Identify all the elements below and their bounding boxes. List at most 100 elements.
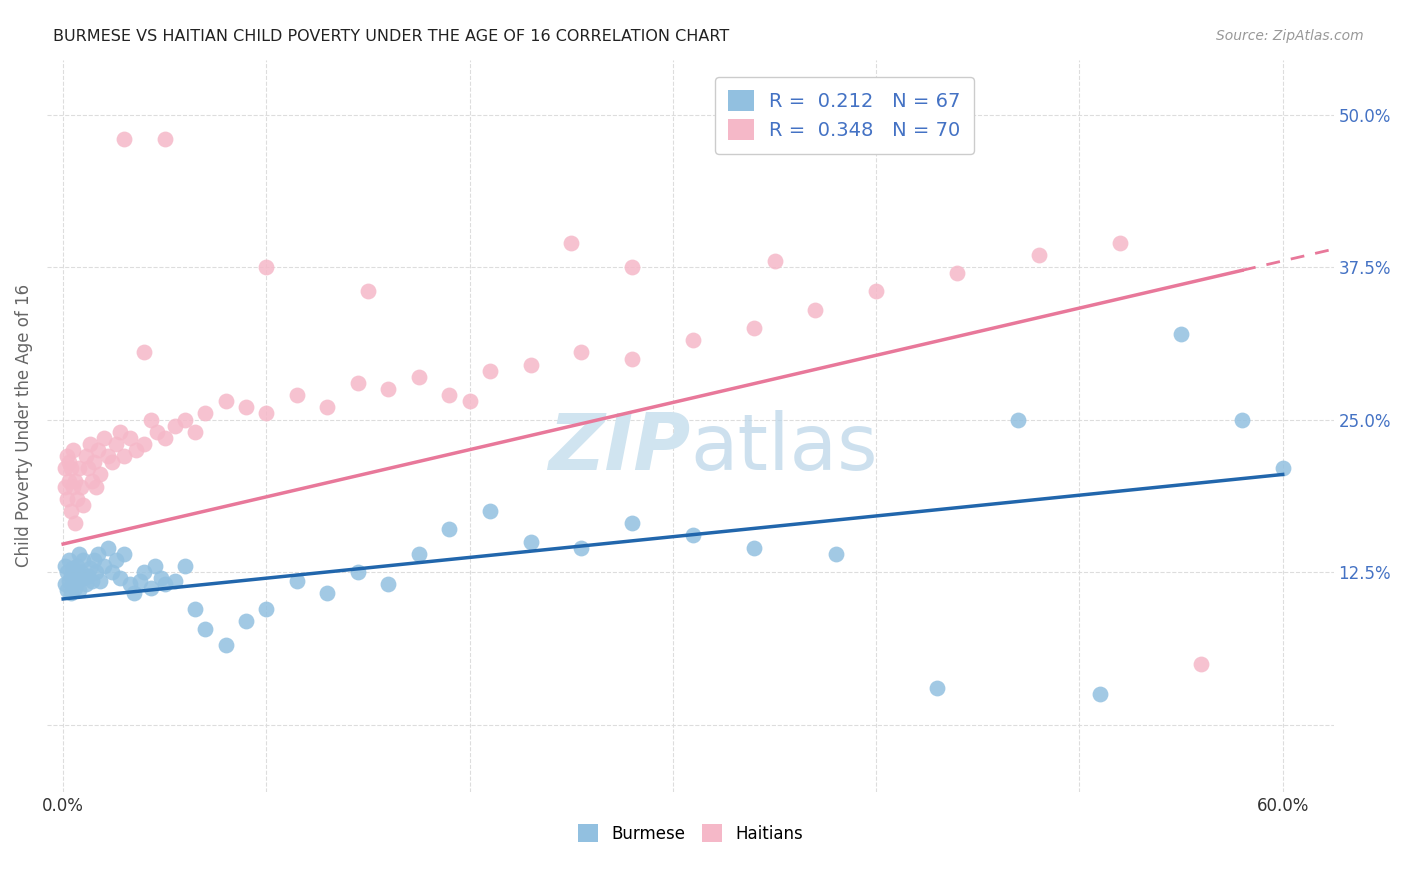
Point (62, 443, 84, 458)
Text: BURMESE VS HAITIAN CHILD POVERTY UNDER THE AGE OF 16 CORRELATION CHART: BURMESE VS HAITIAN CHILD POVERTY UNDER T… (53, 29, 730, 44)
Text: atlas: atlas (690, 409, 877, 485)
Point (58, 455, 80, 469)
Point (120, 577, 142, 591)
Point (143, 558, 166, 573)
Point (65, 581, 87, 595)
Point (84, 480, 107, 494)
Point (134, 345, 156, 359)
Point (479, 504, 502, 518)
Point (76, 568, 98, 582)
Point (285, 574, 308, 588)
Point (101, 455, 124, 469)
Point (120, 431, 142, 445)
Point (408, 369, 430, 384)
Point (1230, 412, 1253, 426)
Point (742, 541, 765, 555)
Point (76, 461, 98, 475)
Point (139, 412, 162, 426)
Point (105, 437, 128, 451)
Point (97, 541, 120, 555)
Text: Source: ZipAtlas.com: Source: ZipAtlas.com (1216, 29, 1364, 43)
Point (163, 574, 186, 588)
Point (254, 260, 277, 274)
Point (316, 401, 339, 415)
Point (357, 285, 380, 299)
Point (72, 571, 94, 585)
Point (621, 516, 644, 531)
Point (149, 571, 172, 585)
Point (682, 333, 704, 347)
Point (215, 394, 238, 409)
Point (174, 558, 197, 573)
Point (62, 577, 84, 591)
Point (66, 558, 89, 573)
Point (93, 558, 115, 573)
Point (67, 583, 90, 598)
Point (316, 586, 339, 600)
Point (408, 547, 430, 561)
Point (53, 577, 76, 591)
Point (75, 449, 97, 463)
Point (621, 260, 644, 274)
Point (89, 467, 111, 482)
Point (865, 285, 887, 299)
Point (112, 449, 135, 463)
Point (124, 586, 146, 600)
Point (66, 574, 89, 588)
Point (174, 412, 197, 426)
Point (682, 528, 704, 542)
Point (80, 574, 103, 588)
Point (75, 577, 97, 591)
Point (53, 480, 76, 494)
Point (519, 358, 541, 372)
Point (101, 565, 124, 579)
Point (519, 534, 541, 549)
Point (1189, 657, 1212, 671)
Point (946, 266, 969, 280)
Point (254, 601, 277, 615)
Point (153, 431, 176, 445)
Point (571, 345, 593, 359)
Point (83, 455, 105, 469)
Point (86, 443, 108, 458)
Point (70, 565, 93, 579)
Point (927, 681, 949, 695)
Point (194, 623, 217, 637)
Point (235, 614, 257, 628)
Point (97, 449, 120, 463)
Point (56, 491, 79, 506)
Point (62, 561, 84, 575)
Point (72, 553, 94, 567)
Point (80, 474, 103, 488)
Point (145, 425, 167, 439)
Point (285, 388, 308, 402)
Point (84, 565, 107, 579)
Point (235, 401, 257, 415)
Point (377, 577, 399, 591)
Point (79, 561, 101, 575)
Point (254, 407, 277, 421)
Point (1109, 235, 1132, 250)
Point (479, 364, 502, 378)
Point (86, 547, 108, 561)
Point (824, 547, 846, 561)
Point (1028, 248, 1050, 262)
Point (571, 541, 593, 555)
Point (347, 565, 370, 579)
Point (60, 461, 83, 475)
Point (125, 443, 148, 458)
Point (1271, 461, 1294, 475)
Point (67, 547, 90, 561)
Point (763, 254, 786, 268)
Point (65, 565, 87, 579)
Point (53, 558, 76, 573)
Point (60, 504, 83, 518)
Point (105, 553, 128, 567)
Point (439, 388, 461, 402)
Point (112, 547, 135, 561)
Point (153, 577, 176, 591)
Point (83, 553, 105, 567)
Point (139, 581, 162, 595)
Point (347, 376, 370, 390)
Y-axis label: Child Poverty Under the Age of 16: Child Poverty Under the Age of 16 (15, 284, 32, 567)
